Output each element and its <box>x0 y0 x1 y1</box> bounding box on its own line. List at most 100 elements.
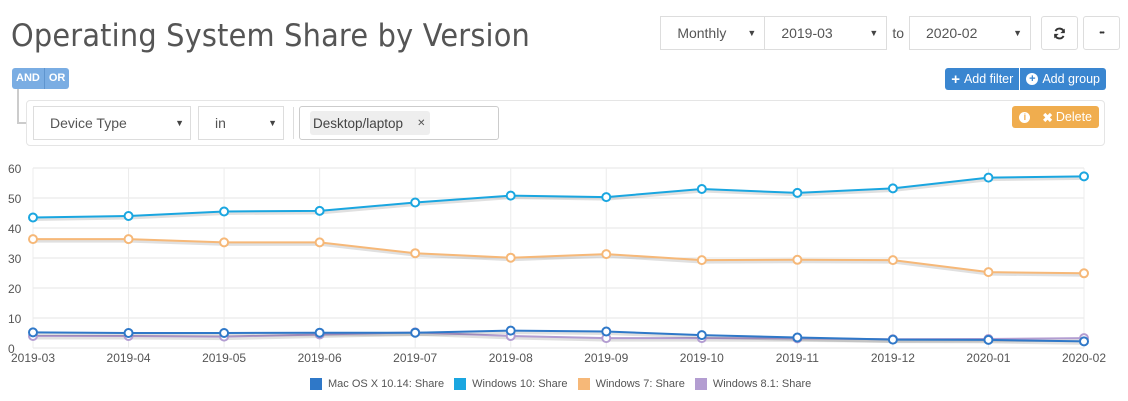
legend-swatch <box>310 378 322 390</box>
data-point[interactable] <box>1079 336 1089 347</box>
x-tick-label: 2019-03 <box>11 351 55 365</box>
plus-circle-icon: + <box>1026 73 1039 85</box>
delete-rule-button[interactable]: i ✖ Delete <box>1012 106 1099 128</box>
x-tick-label: 2020-02 <box>1062 351 1106 365</box>
value-input[interactable]: Desktop/laptop ✕ <box>299 106 499 140</box>
x-tick-label: 2019-06 <box>298 351 342 365</box>
x-tick-label: 2019-08 <box>489 351 533 365</box>
data-point[interactable] <box>219 237 230 248</box>
legend-swatch <box>454 378 467 390</box>
data-point[interactable] <box>696 330 707 341</box>
chart-legend: Mac OS X 10.14: Share Windows 10: Share Wi… <box>310 378 821 390</box>
operator-value: in <box>215 115 226 131</box>
data-point[interactable] <box>887 334 898 345</box>
data-point[interactable] <box>601 192 612 203</box>
x-tick-label: 2019-04 <box>107 351 151 365</box>
data-point[interactable] <box>123 328 134 338</box>
data-point[interactable] <box>983 267 994 278</box>
data-point[interactable] <box>314 327 325 338</box>
y-tick-label: 60 <box>8 162 22 176</box>
refresh-button[interactable] <box>1041 16 1078 50</box>
remove-tag-icon[interactable]: ✕ <box>417 117 426 129</box>
legend-label: Windows 10: Share <box>472 378 568 390</box>
legend-swatch <box>694 378 707 390</box>
data-point[interactable] <box>792 187 803 198</box>
data-point[interactable] <box>1079 171 1089 182</box>
data-point[interactable] <box>123 234 134 245</box>
divider <box>293 107 294 139</box>
data-point[interactable] <box>219 328 230 338</box>
data-point[interactable] <box>219 206 230 217</box>
field-select[interactable]: Device Type ▼ <box>33 106 191 140</box>
and-button[interactable]: AND <box>12 68 44 89</box>
page-title: Operating System Share by Version <box>11 18 531 54</box>
interval-select[interactable]: Monthly ▼ <box>660 16 766 50</box>
data-point[interactable] <box>601 249 612 260</box>
caret-down-icon: ▼ <box>175 118 184 128</box>
interval-value: Monthly <box>677 25 727 41</box>
data-point[interactable] <box>28 212 38 223</box>
close-icon: ✖ <box>1042 110 1053 125</box>
from-date-select[interactable]: 2019-03 ▼ <box>765 16 888 50</box>
filter-rule-container <box>26 100 1105 146</box>
data-point[interactable] <box>601 326 612 337</box>
data-point[interactable] <box>505 252 516 263</box>
data-point[interactable] <box>792 254 803 265</box>
legend-label: Mac OS X 10.14: Share <box>328 378 445 390</box>
y-tick-label: 0 <box>8 342 15 356</box>
more-options-button[interactable]: ••• <box>1083 16 1120 50</box>
legend-label: Windows 7: Share <box>595 378 685 390</box>
x-tick-label: 2020-01 <box>966 351 1010 365</box>
data-point[interactable] <box>410 248 421 259</box>
caret-down-icon: ▼ <box>747 28 757 38</box>
data-point[interactable] <box>792 332 803 343</box>
series-windows-7-share <box>28 234 1089 279</box>
data-point[interactable] <box>696 255 707 266</box>
x-tick-label: 2019-05 <box>202 351 246 365</box>
refresh-icon <box>1054 27 1065 39</box>
data-point[interactable] <box>314 205 325 216</box>
legend-item[interactable]: Mac OS X 10.14: Share <box>310 378 444 390</box>
data-point[interactable] <box>28 327 38 338</box>
toolbar: Monthly ▼ 2019-03 ▼ to 2020-02 ▼ ••• <box>660 16 1120 50</box>
data-point[interactable] <box>983 334 994 345</box>
series-mac-os-x-10-14-share <box>28 325 1089 347</box>
legend-swatch <box>577 378 590 390</box>
x-tick-label: 2019-09 <box>584 351 628 365</box>
data-point[interactable] <box>410 197 421 208</box>
or-button[interactable]: OR <box>43 68 70 89</box>
data-point[interactable] <box>410 327 421 338</box>
data-point[interactable] <box>696 184 707 194</box>
caret-down-icon: ▼ <box>268 118 277 128</box>
to-date-value: 2020-02 <box>926 25 978 41</box>
data-point[interactable] <box>1079 268 1089 279</box>
add-group-button[interactable]: + Add group <box>1019 68 1106 90</box>
data-point[interactable] <box>123 211 134 221</box>
condition-toggle: AND OR <box>12 68 70 89</box>
data-point[interactable] <box>887 183 898 194</box>
group-connector-line <box>17 89 27 124</box>
legend-item[interactable]: Windows 7: Share <box>577 378 685 390</box>
caret-down-icon: ▼ <box>1013 28 1022 38</box>
data-point[interactable] <box>983 172 994 183</box>
y-tick-label: 50 <box>8 192 22 206</box>
add-group-label: Add group <box>1042 72 1100 86</box>
ellipsis-icon: ••• <box>1099 29 1104 37</box>
legend-item[interactable]: Windows 10: Share <box>454 378 568 390</box>
to-date-select[interactable]: 2020-02 ▼ <box>909 16 1031 50</box>
add-filter-button[interactable]: + Add filter <box>945 68 1020 90</box>
y-tick-label: 20 <box>8 282 22 296</box>
operator-select[interactable]: in ▼ <box>198 106 284 140</box>
delete-label: Delete <box>1055 110 1092 124</box>
data-point[interactable] <box>314 237 325 248</box>
data-point[interactable] <box>505 325 516 336</box>
line-chart: 0 10 20 30 40 50 60 2019-03 2019-04 2019-05 2019-0… <box>8 162 1106 365</box>
x-tick-label: 2019-12 <box>871 351 915 365</box>
data-point[interactable] <box>505 190 516 201</box>
y-tick-label: 10 <box>8 312 22 326</box>
data-point[interactable] <box>28 234 38 245</box>
value-tag-label: Desktop/laptop <box>313 115 404 131</box>
legend-item[interactable]: Windows 8.1: Share <box>694 378 811 390</box>
field-value: Device Type <box>50 115 127 131</box>
data-point[interactable] <box>887 255 898 266</box>
